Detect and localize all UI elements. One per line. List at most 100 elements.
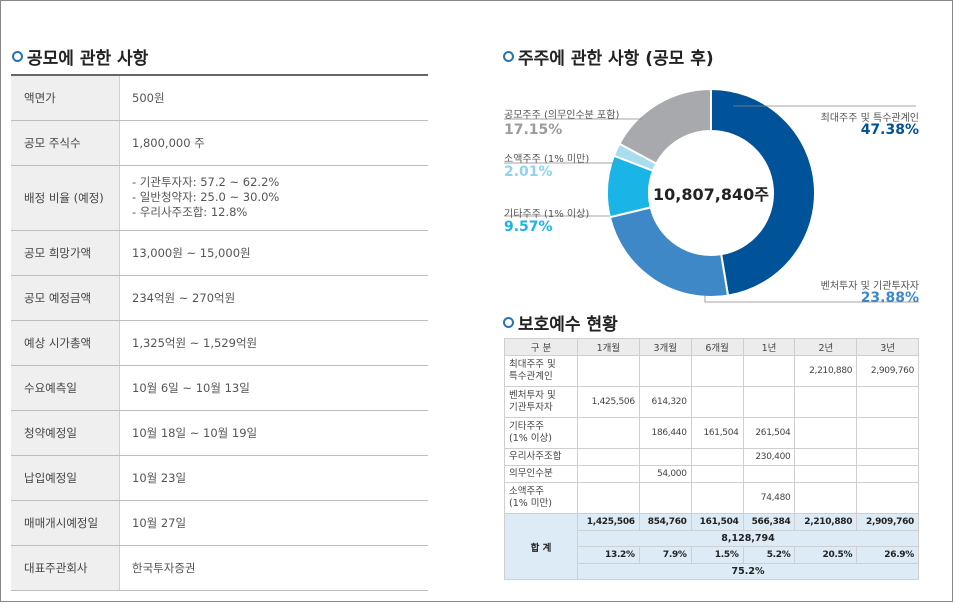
table-row: 최대주주 및 특수관계인 2,210,880 2,909,760 <box>504 355 919 387</box>
table-row: 청약예정일 10월 18일 ~ 10월 19일 <box>11 410 428 456</box>
lockup-cell <box>690 465 744 483</box>
row-value: 13,000원 ~ 15,000원 <box>119 230 428 276</box>
row-category: 우리사주조합 <box>504 448 578 466</box>
row-category: 벤처투자 및 기관투자자 <box>504 386 578 418</box>
table-row: 공모 희망가액 13,000원 ~ 15,000원 <box>11 230 428 276</box>
lockup-cell <box>794 482 858 514</box>
table-row: 벤처투자 및 기관투자자 1,425,506 614,320 <box>504 386 919 418</box>
circle-bullet-icon <box>12 51 23 62</box>
lockup-cell <box>638 448 692 466</box>
row-label: 대표주관회사 <box>11 545 120 591</box>
row-label: 공모 예정금액 <box>11 275 120 321</box>
circle-bullet-icon <box>503 51 514 62</box>
donut-chart: 10,807,840주 <box>504 87 919 303</box>
lockup-cell: 74,480 <box>742 482 796 514</box>
offering-section-title: 공모에 관한 사항 <box>12 44 148 69</box>
col-header: 1개월 <box>577 338 640 356</box>
total-row: 합 계 1,425,506 854,760 161,504 566,384 2,… <box>504 513 919 580</box>
percent-cell: 13.2% <box>577 546 640 564</box>
row-label: 납입예정일 <box>11 455 120 501</box>
row-label: 수요예측일 <box>11 365 120 411</box>
lockup-cell <box>577 448 640 466</box>
grand-total-cell: 8,128,794 <box>577 530 919 547</box>
lockup-cell: 614,320 <box>638 386 692 418</box>
lockup-cell <box>690 482 744 514</box>
table-row: 매매개시예정일 10월 27일 <box>11 500 428 546</box>
lockup-cell <box>856 448 919 466</box>
lockup-cell <box>794 386 858 418</box>
slice-venture <box>608 206 730 298</box>
lockup-cell: 2,909,760 <box>856 355 919 387</box>
row-category: 기타주주 (1% 이상) <box>504 417 578 449</box>
row-category: 최대주주 및 특수관계인 <box>504 355 578 387</box>
table-row: 공모 주식수 1,800,000 주 <box>11 120 428 166</box>
leader-line-venture <box>704 295 919 303</box>
legend-label-venture: 벤처투자 및 기관투자자 <box>820 281 919 292</box>
allocation-line: - 기관투자자: 57.2 ~ 62.2% <box>132 175 280 189</box>
lockup-cell <box>577 482 640 514</box>
row-label: 청약예정일 <box>11 410 120 456</box>
col-header: 구 분 <box>504 338 578 356</box>
row-value: 10월 27일 <box>119 500 428 546</box>
lockup-cell <box>742 465 796 483</box>
lockup-table: 구 분 1개월 3개월 6개월 1년 2년 3년 최대주주 및 특수관계인 2,2… <box>504 338 919 580</box>
grand-percent-cell: 75.2% <box>577 563 919 580</box>
row-value: 500원 <box>119 74 428 121</box>
lockup-cell <box>742 355 796 387</box>
lockup-cell <box>856 465 919 483</box>
total-cell: 161,504 <box>690 513 744 531</box>
lockup-cell <box>638 482 692 514</box>
grand-percent-row: 75.2% <box>505 563 919 580</box>
percent-cell: 5.2% <box>742 546 796 564</box>
lockup-cell: 2,210,880 <box>794 355 858 387</box>
legend-label-public: 공모주주 (의무인수분 포함) <box>504 110 620 121</box>
row-value: 한국투자증권 <box>119 545 428 591</box>
row-value: - 기관투자자: 57.2 ~ 62.2% - 일반청약자: 25.0 ~ 30… <box>119 165 428 231</box>
lockup-cell <box>690 448 744 466</box>
lockup-cell <box>794 465 858 483</box>
lockup-cell <box>856 482 919 514</box>
total-cell: 1,425,506 <box>577 513 640 531</box>
lockup-cell <box>690 355 744 387</box>
row-label: 공모 희망가액 <box>11 230 120 276</box>
lockup-section-title: 보호예수 현황 <box>503 310 618 335</box>
percent-cell: 26.9% <box>856 546 919 564</box>
percent-cell: 7.9% <box>638 546 692 564</box>
lockup-cell <box>638 355 692 387</box>
total-cell: 2,909,760 <box>856 513 919 531</box>
donut-center-total: 10,807,840주 <box>653 185 769 204</box>
row-label: 공모 주식수 <box>11 120 120 166</box>
table-row: 기타주주 (1% 이상) 186,440 161,504 261,504 <box>504 417 919 449</box>
row-label: 매매개시예정일 <box>11 500 120 546</box>
circle-bullet-icon <box>503 317 514 328</box>
lockup-cell <box>742 386 796 418</box>
col-header: 6개월 <box>690 338 744 356</box>
lockup-cell <box>794 417 858 449</box>
slice-public <box>618 87 712 166</box>
row-category: 소액주주 (1% 미만) <box>504 482 578 514</box>
legend-label-major: 최대주주 및 특수관계인 <box>820 113 919 124</box>
allocation-line: - 일반청약자: 25.0 ~ 30.0% <box>132 190 280 204</box>
slice-major <box>710 87 816 297</box>
legend-value-other: 9.57% <box>504 219 553 235</box>
offering-table: 액면가 500원 공모 주식수 1,800,000 주 배정 비율 (예정) - 기… <box>11 74 428 591</box>
lockup-cell <box>794 448 858 466</box>
legend-value-venture: 23.88% <box>860 290 919 306</box>
row-label: 배정 비율 (예정) <box>11 165 120 231</box>
legend-value-minor: 2.01% <box>504 164 553 180</box>
percent-cell: 20.5% <box>794 546 858 564</box>
col-header: 2년 <box>794 338 858 356</box>
row-value: 234억원 ~ 270억원 <box>119 275 428 321</box>
row-value: 10월 6일 ~ 10월 13일 <box>119 365 428 411</box>
legend-label-minor: 소액주주 (1% 미만) <box>504 154 590 165</box>
total-cell: 2,210,880 <box>794 513 858 531</box>
lockup-cell <box>577 465 640 483</box>
table-header-row: 구 분 1개월 3개월 6개월 1년 2년 3년 <box>504 338 919 356</box>
lockup-cell <box>856 417 919 449</box>
lockup-cell: 161,504 <box>690 417 744 449</box>
legend-value-public: 17.15% <box>504 122 563 138</box>
lockup-cell: 186,440 <box>638 417 692 449</box>
row-label: 액면가 <box>11 74 120 121</box>
table-row: 우리사주조합 230,400 <box>504 448 919 466</box>
